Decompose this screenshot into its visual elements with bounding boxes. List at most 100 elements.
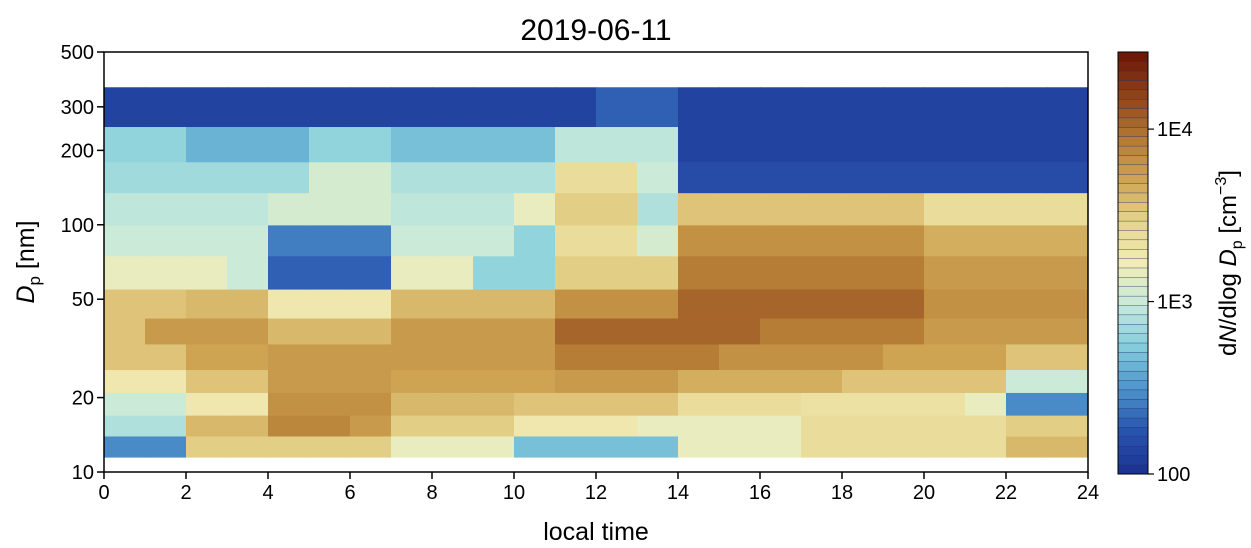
- heatmap-cell: [596, 288, 638, 319]
- heatmap-cell: [391, 255, 433, 290]
- heatmap-cell: [104, 317, 146, 345]
- x-tick-label: 6: [344, 482, 355, 504]
- heatmap-cell: [268, 392, 310, 416]
- heatmap-cell: [350, 288, 392, 319]
- heatmap-cell: [432, 392, 474, 416]
- heatmap-cell: [1047, 343, 1088, 371]
- heatmap-cell: [145, 192, 187, 226]
- heatmap-cell: [596, 87, 638, 128]
- heatmap-cell: [924, 255, 966, 290]
- heatmap-cell: [596, 343, 638, 371]
- heatmap-cell: [145, 415, 187, 437]
- heatmap-cell: [596, 392, 638, 416]
- heatmap-cell: [1047, 224, 1088, 257]
- heatmap-cell: [965, 87, 1007, 128]
- colorbar-swatch: [1117, 211, 1149, 222]
- x-tick-label: 0: [98, 482, 109, 504]
- heatmap-cell: [596, 126, 638, 163]
- heatmap-cell: [104, 87, 146, 128]
- colorbar-swatch: [1117, 408, 1149, 419]
- heatmap-cell: [186, 392, 228, 416]
- colorbar-swatch: [1117, 136, 1149, 147]
- x-tick-label: 12: [585, 482, 607, 504]
- heatmap-cell: [1006, 415, 1048, 437]
- heatmap-cell: [227, 369, 269, 393]
- colorbar-swatch: [1117, 258, 1149, 269]
- heatmap-cell: [104, 369, 146, 393]
- heatmap-cell: [924, 288, 966, 319]
- cb-label-part: D: [1215, 249, 1242, 266]
- heatmap-cell: [719, 415, 761, 437]
- heatmap-cell: [186, 415, 228, 437]
- heatmap-cell: [391, 288, 433, 319]
- heatmap-cell: [801, 369, 843, 393]
- heatmap-cell: [637, 435, 679, 458]
- colorbar-swatch: [1117, 445, 1149, 456]
- heatmap-cell: [473, 343, 515, 371]
- y-label-part: p: [25, 276, 44, 285]
- colorbar-swatch: [1117, 426, 1149, 437]
- heatmap-cell: [924, 317, 966, 345]
- heatmap-cell: [1006, 435, 1048, 458]
- heatmap-cell: [801, 255, 843, 290]
- heatmap-cell: [555, 343, 597, 371]
- heatmap-cell: [637, 392, 679, 416]
- heatmap-cell: [227, 87, 269, 128]
- y-tick-label: 100: [61, 215, 94, 237]
- heatmap-cell: [309, 415, 351, 437]
- heatmap-cell: [842, 255, 884, 290]
- heatmap-cell: [473, 317, 515, 345]
- heatmap-cell: [883, 192, 925, 226]
- heatmap-cell: [1047, 369, 1088, 393]
- colorbar-swatch: [1117, 398, 1149, 409]
- colorbar-tick-label: 100: [1157, 464, 1190, 486]
- heatmap-cell: [473, 288, 515, 319]
- heatmap-cell: [924, 224, 966, 257]
- heatmap-cell: [309, 126, 351, 163]
- heatmap-cell: [596, 435, 638, 458]
- heatmap-cell: [883, 415, 925, 437]
- colorbar-swatch: [1117, 126, 1149, 137]
- colorbar-swatch: [1117, 173, 1149, 184]
- heatmap-cell: [678, 224, 720, 257]
- heatmap-cell: [309, 435, 351, 458]
- heatmap-cell: [186, 343, 228, 371]
- heatmap-cell: [883, 369, 925, 393]
- heatmap-cell: [268, 192, 310, 226]
- heatmap-cell: [842, 126, 884, 163]
- heatmap-cell: [719, 255, 761, 290]
- heatmap-cell: [391, 415, 433, 437]
- heatmap-cell: [145, 369, 187, 393]
- heatmap-cell: [350, 369, 392, 393]
- heatmap-cell: [965, 369, 1007, 393]
- heatmap-cell: [186, 126, 228, 163]
- heatmap-cell: [1006, 161, 1048, 194]
- heatmap-cell: [145, 435, 187, 458]
- heatmap-cell: [514, 288, 556, 319]
- heatmap-cell: [1047, 161, 1088, 194]
- heatmap-cell: [514, 224, 556, 257]
- heatmap-cell: [186, 192, 228, 226]
- heatmap-cell: [514, 317, 556, 345]
- heatmap-cell: [350, 126, 392, 163]
- heatmap-cell: [309, 369, 351, 393]
- heatmap-cell: [186, 317, 228, 345]
- colorbar-swatch: [1117, 108, 1149, 119]
- colorbar-swatch: [1117, 267, 1149, 278]
- heatmap-cell: [678, 126, 720, 163]
- heatmap-cell: [760, 392, 802, 416]
- heatmap-cell: [678, 317, 720, 345]
- heatmap-cell: [432, 255, 474, 290]
- heatmap-cell: [801, 288, 843, 319]
- heatmap-cell: [637, 343, 679, 371]
- heatmap-cell: [145, 224, 187, 257]
- x-tick-label: 18: [831, 482, 853, 504]
- heatmap-cell: [104, 224, 146, 257]
- heatmap-cell: [637, 255, 679, 290]
- heatmap-cell: [473, 161, 515, 194]
- heatmap-cell: [227, 192, 269, 226]
- heatmap-cell: [227, 435, 269, 458]
- heatmap-cell: [104, 255, 146, 290]
- heatmap-cell: [514, 343, 556, 371]
